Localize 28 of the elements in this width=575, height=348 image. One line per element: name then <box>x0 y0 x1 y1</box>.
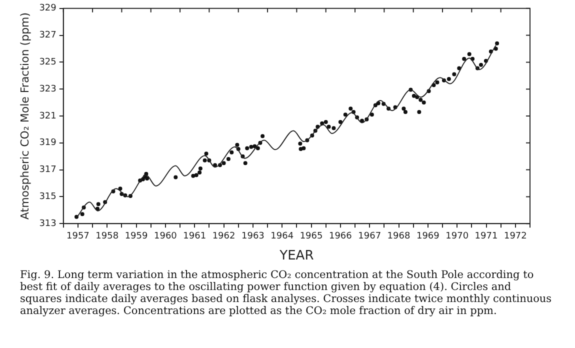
x-tick-label: 1970 <box>446 231 469 242</box>
y-tick-label: 329 <box>39 4 57 14</box>
y-tick-label: 327 <box>39 30 56 41</box>
x-tick-label: 1961 <box>183 231 206 242</box>
x-tick-label: 1964 <box>270 231 294 242</box>
caption: Fig. 9. Long term variation in the atmospheric CO₂ concentration at the South Pole according to best fit of daily averages to the oscillating power function given by equation (4). Circles and squares indicate daily averages based on flask analyses. Crosses indicate twice monthly continuous analyzer averages. Concentrations are plotted as the CO₂ mole fraction of dry air in ppm. <box>20 269 553 317</box>
x-tick-label: 1972 <box>504 231 527 242</box>
x-tick-label: 1967 <box>358 231 382 242</box>
y-tick-label: 317 <box>39 165 56 176</box>
x-tick-label: 1957 <box>66 231 90 242</box>
x-tick-label: 1960 <box>154 231 178 242</box>
x-axis-title: YEAR <box>278 248 314 264</box>
x-tick-label: 1959 <box>124 231 148 242</box>
x-tick-label: 1969 <box>416 231 440 242</box>
x-tick-label: 1965 <box>300 231 323 242</box>
x-tick-label: 1963 <box>241 231 264 242</box>
x-tick-label: 1966 <box>328 231 352 242</box>
y-tick-label: 313 <box>39 218 56 229</box>
x-tick-label: 1962 <box>212 231 236 242</box>
y-tick-label: 325 <box>39 58 56 68</box>
y-tick-label: 323 <box>39 84 56 94</box>
x-tick-label: 1968 <box>387 231 410 242</box>
y-tick-label: 319 <box>39 138 57 148</box>
y-tick-label: 321 <box>39 111 56 122</box>
x-tick-label: 1971 <box>474 231 498 242</box>
x-tick-label: 1958 <box>96 231 119 242</box>
y-axis-title: Atmospheric CO₂ Mole Fraction (ppm) <box>18 12 32 220</box>
y-tick-label: 315 <box>39 192 56 202</box>
